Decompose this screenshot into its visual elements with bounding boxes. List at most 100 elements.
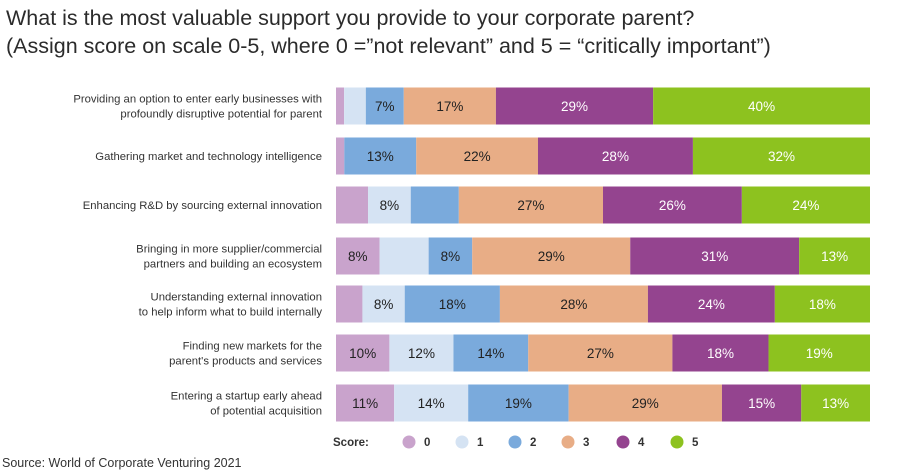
bar-segment-score-4 — [630, 237, 800, 275]
title-line-1: What is the most valuable support you pr… — [6, 6, 695, 30]
value-label: 29% — [538, 249, 565, 264]
legend-title: Score: — [333, 437, 369, 449]
bar-segment-score-0 — [336, 334, 390, 372]
bar-segment-score-3 — [472, 237, 631, 275]
bar-segment-score-3 — [458, 186, 603, 224]
legend-label-1: 1 — [477, 437, 484, 449]
bar-segment-score-5 — [799, 237, 870, 275]
value-label: 19% — [505, 396, 532, 411]
bar-segment-score-5 — [768, 334, 870, 372]
category-label: Entering a startup early ahead — [171, 391, 322, 403]
value-label: 32% — [768, 149, 795, 164]
value-label: 13% — [822, 396, 849, 411]
value-label: 29% — [632, 396, 659, 411]
source-note: Source: World of Corporate Venturing 202… — [2, 456, 242, 470]
value-label: 18% — [439, 297, 466, 312]
bar-segment-score-3 — [568, 384, 722, 422]
value-label: 26% — [659, 198, 686, 213]
value-label: 13% — [821, 249, 848, 264]
category-label: parent's products and services — [169, 356, 322, 368]
bar-segment-score-0 — [336, 137, 345, 175]
bar-segment-score-3 — [528, 334, 673, 372]
value-label: 14% — [418, 396, 445, 411]
bar-segment-score-1 — [362, 285, 405, 323]
category-label: Providing an option to enter early busin… — [73, 94, 322, 106]
bar-segment-score-5 — [741, 186, 870, 224]
value-label: 10% — [349, 346, 376, 361]
bar-segment-score-2 — [468, 384, 569, 422]
category-label: Enhancing R&D by sourcing external innov… — [83, 200, 322, 212]
legend-swatch-3 — [561, 435, 575, 449]
legend-swatch-4 — [616, 435, 630, 449]
bar-segment-score-1 — [394, 384, 469, 422]
value-label: 28% — [602, 149, 629, 164]
value-label: 24% — [698, 297, 725, 312]
bar-segment-score-2 — [404, 285, 500, 323]
bar-segment-score-4 — [603, 186, 742, 224]
value-label: 31% — [701, 249, 728, 264]
bar-segment-score-5 — [692, 137, 870, 175]
bar-segment-score-3 — [499, 285, 648, 323]
value-label: 8% — [441, 249, 461, 264]
legend-swatch-0 — [402, 435, 416, 449]
value-label: 29% — [561, 99, 588, 114]
value-label: 18% — [707, 346, 734, 361]
bar-segment-score-1 — [389, 334, 454, 372]
value-label: 7% — [375, 99, 395, 114]
legend-swatch-1 — [455, 435, 469, 449]
bar-segment-score-5 — [774, 285, 870, 323]
value-label: 40% — [748, 99, 775, 114]
value-label: 15% — [748, 396, 775, 411]
bar-segment-score-4 — [672, 334, 769, 372]
bar-segment-score-4 — [647, 285, 775, 323]
value-label: 13% — [367, 149, 394, 164]
bar-segment-score-2 — [453, 334, 529, 372]
chart-title: What is the most valuable support you pr… — [6, 4, 896, 60]
value-label: 19% — [806, 346, 833, 361]
legend-label-3: 3 — [583, 437, 589, 449]
legend-swatch-2 — [508, 435, 522, 449]
bar-segment-score-2 — [365, 87, 404, 125]
category-label: to help inform what to build internally — [139, 307, 323, 319]
category-label: profoundly disruptive potential for pare… — [120, 109, 322, 121]
category-label: Bringing in more supplier/commercial — [136, 244, 322, 256]
value-label: 24% — [792, 198, 819, 213]
bar-segment-score-4 — [495, 87, 654, 125]
bar-segment-score-2 — [428, 237, 473, 275]
legend-label-5: 5 — [692, 437, 699, 449]
value-label: 14% — [477, 346, 504, 361]
value-label: 22% — [464, 149, 491, 164]
category-label: of potential acquisition — [210, 406, 322, 418]
value-label: 28% — [560, 297, 587, 312]
bar-segment-score-3 — [416, 137, 538, 175]
category-label: Gathering market and technology intellig… — [95, 151, 322, 163]
bar-segment-score-0 — [336, 285, 363, 323]
bar-segment-score-5 — [801, 384, 870, 422]
value-label: 18% — [809, 297, 836, 312]
bar-segment-score-4 — [537, 137, 693, 175]
bar-segment-score-0 — [336, 87, 345, 125]
value-label: 17% — [436, 99, 463, 114]
bar-segment-score-1 — [344, 87, 366, 125]
value-label: 8% — [348, 249, 368, 264]
legend-swatch-5 — [670, 435, 684, 449]
category-label: Finding new markets for the — [183, 341, 322, 353]
category-label: Understanding external innovation — [151, 292, 322, 304]
value-label: 27% — [587, 346, 614, 361]
legend-label-2: 2 — [530, 437, 536, 449]
bar-segment-score-0 — [336, 384, 395, 422]
bar-segment-score-2 — [410, 186, 459, 224]
value-label: 11% — [352, 396, 378, 411]
bar-segment-score-5 — [653, 87, 870, 125]
bar-segment-score-3 — [403, 87, 496, 125]
category-label: partners and building an ecosystem — [144, 259, 322, 271]
value-label: 8% — [374, 297, 394, 312]
bar-segment-score-2 — [344, 137, 417, 175]
bar-segment-score-4 — [721, 384, 802, 422]
value-label: 8% — [380, 198, 400, 213]
bar-segment-score-0 — [336, 237, 380, 275]
legend-label-4: 4 — [638, 437, 645, 449]
legend-label-0: 0 — [424, 437, 430, 449]
value-label: 27% — [517, 198, 544, 213]
